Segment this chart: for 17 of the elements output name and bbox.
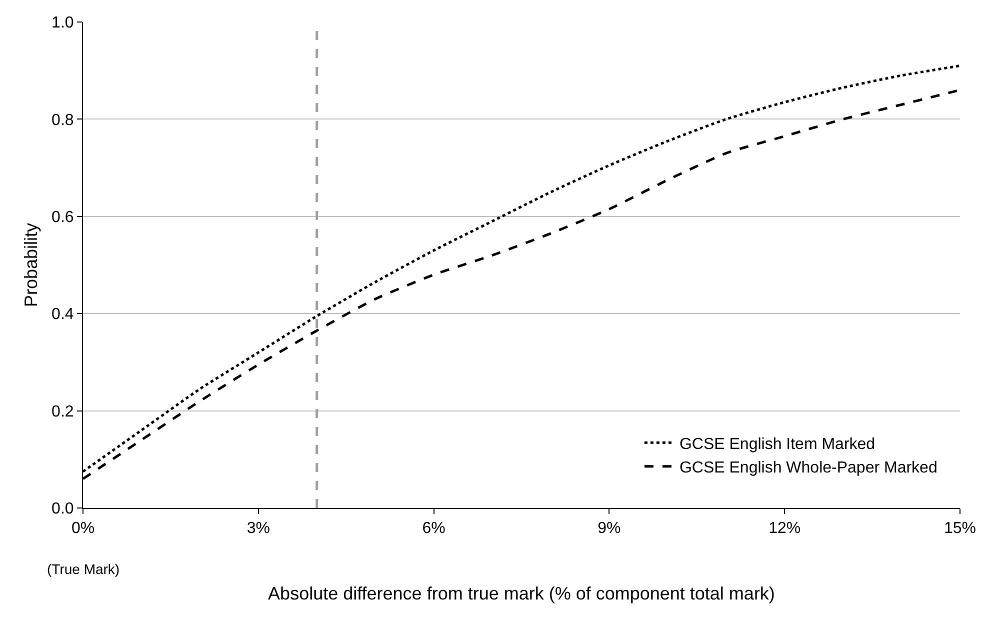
y-axis-title: Probability [21,222,41,308]
x-tick-label: 6% [422,520,446,538]
y-tick-label: 0.2 [52,403,74,420]
y-tick-label: 0.0 [52,500,74,518]
x-tick-label: 12% [768,520,801,538]
legend-label: GCSE English Whole-Paper Marked [679,460,938,477]
text: (True Mark) [47,561,120,577]
x-axis-title: Absolute difference from true mark (% of component total mark) [268,583,775,604]
y-tick-label: 1.0 [52,14,74,32]
x-tick-label: 9% [598,520,621,538]
x-tick-label: 15% [944,520,976,538]
y-tick-label: 0.8 [52,112,74,129]
x-tick-label: 0% [71,520,95,538]
legend-label: GCSE English Item Marked [679,436,876,453]
y-tick-label: 0.4 [52,306,74,324]
x-tick-label: 3% [246,520,270,538]
y-tick-label: 0.6 [52,209,74,226]
